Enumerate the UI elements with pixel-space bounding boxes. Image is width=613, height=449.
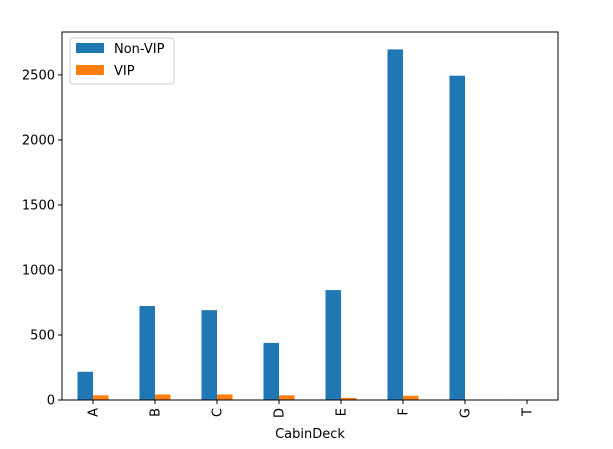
plot-frame	[61, 31, 559, 401]
bar-vip-c	[217, 394, 233, 400]
y-tick-label: 2000	[22, 133, 55, 148]
x-tick-label-d: D	[273, 408, 288, 418]
bar-non-vip-f	[387, 49, 403, 400]
bar-vip-e	[341, 397, 357, 400]
x-tick-label-b: B	[149, 408, 164, 417]
y-tick-label: 0	[47, 394, 55, 409]
x-tick-label-e: E	[335, 408, 350, 416]
legend-label-vip: VIP	[114, 64, 135, 79]
y-tick-label: 500	[30, 328, 55, 343]
bar-non-vip-b	[139, 305, 155, 400]
bar-non-vip-g	[449, 75, 465, 401]
y-axis-ticks: 0 500 1000 1500 2000 2500	[22, 68, 62, 409]
x-tick-label-a: A	[87, 408, 102, 417]
bar-vip-d	[279, 395, 295, 400]
y-tick-label: 2500	[22, 68, 55, 83]
legend-swatch-vip	[76, 65, 104, 75]
y-tick-label: 1000	[22, 263, 55, 278]
bar-non-vip-d	[263, 342, 279, 400]
bar-group	[77, 49, 543, 401]
bar-vip-f	[403, 395, 419, 400]
legend-label-non-vip: Non-VIP	[114, 42, 165, 57]
legend: Non-VIP VIP	[69, 37, 175, 85]
plot-background	[62, 32, 558, 400]
x-tick-label-g: G	[459, 408, 474, 418]
bar-non-vip-c	[201, 310, 217, 400]
bar-vip-b	[155, 394, 171, 400]
bar-vip-a	[93, 395, 109, 400]
bar-non-vip-a	[77, 371, 93, 400]
x-tick-label-f: F	[397, 408, 412, 415]
x-axis-title: CabinDeck	[275, 427, 345, 442]
x-tick-label-t: T	[521, 408, 536, 417]
bar-non-vip-e	[325, 290, 341, 400]
legend-swatch-non-vip	[76, 43, 104, 53]
x-tick-label-c: C	[211, 408, 226, 417]
y-tick-label: 1500	[22, 198, 55, 213]
